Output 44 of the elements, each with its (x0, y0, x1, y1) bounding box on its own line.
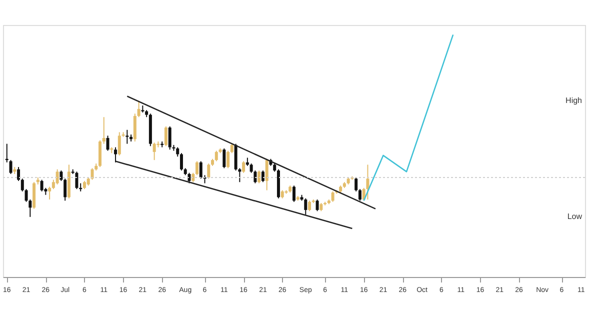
candlestick (102, 116, 106, 144)
candlestick (354, 176, 358, 192)
candlestick (114, 146, 118, 163)
candlestick (64, 178, 67, 202)
candlestick (118, 132, 121, 156)
candlestick (358, 188, 362, 202)
candlestick (196, 160, 198, 176)
candlestick (304, 198, 308, 216)
candlestick (60, 170, 63, 182)
candlestick (331, 190, 334, 202)
candlestick (20, 178, 24, 192)
candlestick (222, 148, 226, 169)
candlestick (40, 179, 44, 192)
candlestick (126, 129, 129, 144)
candlestick (261, 170, 264, 183)
candlestick (48, 186, 52, 200)
candlestick (133, 113, 136, 142)
candlestick (137, 100, 140, 118)
candlestick (176, 146, 180, 158)
candlestick (180, 152, 183, 171)
candlestick (292, 185, 296, 202)
candlestick (152, 142, 156, 161)
candlestick (75, 171, 78, 190)
candlestick (207, 163, 210, 180)
candlestick (199, 160, 202, 180)
candlestick (192, 172, 195, 183)
candlestick (265, 158, 268, 191)
candlestick (17, 166, 20, 182)
candlestick (316, 199, 319, 212)
candlestick (258, 170, 261, 184)
candlestick (164, 126, 168, 147)
annotation: Low (567, 212, 582, 221)
annotation: High (566, 96, 582, 105)
candlestick (56, 168, 59, 185)
candlestick (308, 200, 312, 212)
candlestick (9, 160, 12, 174)
candlestick (242, 160, 246, 174)
candlestick (214, 150, 218, 162)
candlestick (188, 172, 191, 184)
candlestick (106, 135, 110, 152)
candlestick (230, 143, 234, 154)
candlestick (366, 164, 370, 200)
candlestick (226, 150, 230, 169)
candlestick (168, 126, 172, 150)
